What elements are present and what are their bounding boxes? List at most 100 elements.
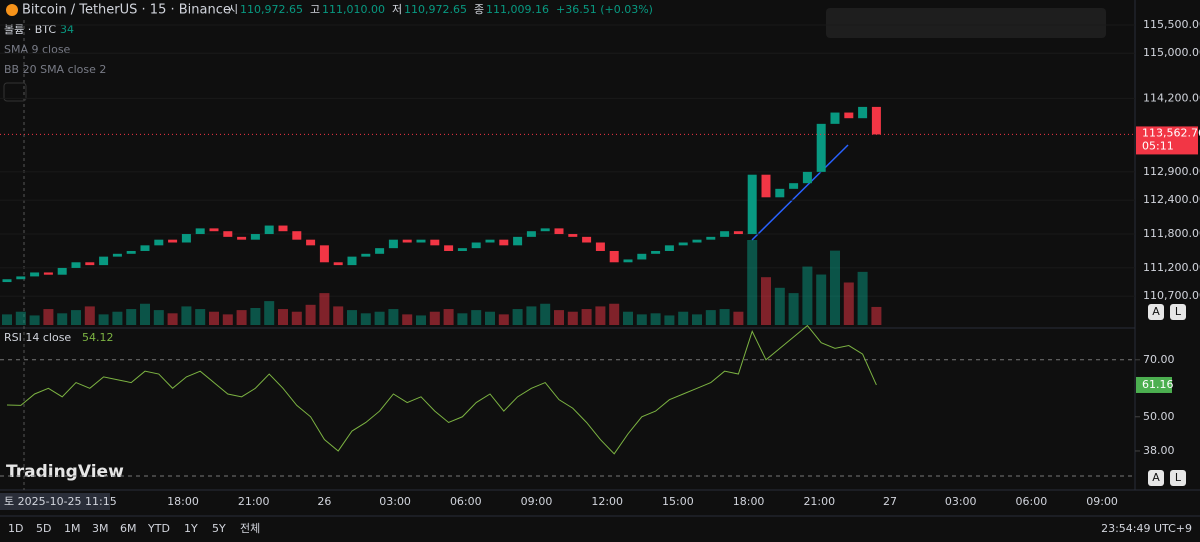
rsi-last-box [1136,376,1172,393]
volume-bar [816,274,827,325]
candle [595,242,605,251]
timeframe-button[interactable]: 6M [120,522,137,535]
candle [43,272,53,275]
volume-bar [733,311,744,325]
scale-button-label[interactable]: A [1152,305,1160,318]
timeframe-button[interactable]: YTD [147,522,170,535]
volume-legend: 볼륨 · BTC [4,23,56,36]
candle [154,239,164,246]
candle [582,236,592,243]
collapse-button[interactable] [3,82,27,102]
timeframe-button[interactable]: 5D [36,522,51,535]
y-tick-label: 111,800.00 [1143,227,1200,240]
scale-button-label[interactable]: L [1175,471,1182,484]
timeframe-button[interactable]: 1M [64,522,81,535]
volume-bar [209,311,219,325]
volume-bar [609,303,620,325]
volume-bar [747,240,758,325]
candle [637,253,647,260]
candle [416,239,426,243]
volume-bar [567,311,578,325]
candle [720,231,730,237]
candle [499,239,509,246]
crosshair-time-box [0,493,110,510]
volume-bar [857,271,868,325]
volume-bar [57,313,68,325]
candle [554,228,564,235]
volume-bar [540,303,551,325]
ohlc-value: 110,972.65 [404,3,467,16]
candle [457,248,467,251]
candle [306,239,316,246]
volume-bar [222,314,233,325]
volume-bar [84,306,95,325]
volume-bar [788,293,799,325]
scale-button-label[interactable]: L [1175,305,1182,318]
scale-button[interactable] [1148,470,1164,486]
volume-bar [429,311,440,325]
rsi-tick-label: 38.00 [1143,444,1175,457]
volume-bar [595,306,606,325]
trend-line[interactable] [751,144,849,241]
timeframe-button[interactable]: 1Y [184,522,198,535]
volume-bar [678,311,689,325]
timeframe-button[interactable]: 3M [92,522,109,535]
volume-bar [526,306,537,325]
x-tick-label: 26 [317,495,331,508]
rsi-last-label: 61.16 [1142,378,1174,391]
candle [71,262,81,268]
candle [858,106,868,119]
y-tick-label: 114,200.00 [1143,91,1200,104]
timeframe-button[interactable]: 5Y [212,522,226,535]
ohlc-key: 고 [310,3,320,16]
candle [692,239,702,243]
rsi-line [6,324,877,455]
ohlc-value: 111,009.16 [486,3,549,16]
scale-button[interactable] [1148,304,1164,320]
candle [250,234,260,240]
drawing-toolbar[interactable] [826,8,1106,38]
candle [402,239,412,243]
x-tick-label: 21:00 [803,495,835,508]
volume-bar [554,310,564,325]
volume-bar [140,303,150,325]
volume-bar [843,282,854,325]
volume-bar [830,250,840,325]
y-tick-label: 112,400.00 [1143,193,1200,206]
x-tick-label: 15:00 [662,495,694,508]
scale-button[interactable] [1170,304,1186,320]
ohlc-key: 저 [392,3,402,16]
volume-bar [692,314,702,325]
volume-bar [15,311,26,325]
last-price-box [1136,126,1198,155]
volume-bar [719,309,730,325]
candle [540,228,550,232]
x-tick-label: 12:00 [591,495,623,508]
countdown: 05:11 [1142,139,1174,152]
volume-legend-value: 34 [60,23,74,36]
candle [444,245,454,251]
candle [195,228,205,235]
volume-bar [374,311,385,325]
indicator-legend: SMA 9 close [4,43,71,56]
candle [816,123,826,172]
candle [526,231,536,237]
candle [99,256,109,266]
candle [333,262,343,266]
scale-button[interactable] [1170,470,1186,486]
timeframe-button[interactable]: 전체 [240,522,260,535]
change: +36.51 (+0.03%) [556,3,653,16]
volume-bar [774,287,785,325]
volume-bar [278,309,288,325]
candle [609,250,619,263]
scale-button-label[interactable]: A [1152,471,1160,484]
candle [16,276,26,280]
timeframe-button[interactable]: 1D [8,522,23,535]
volume-bar [443,309,454,325]
volume-bar [623,311,633,325]
candle [471,242,481,249]
volume-bar [305,304,316,325]
candle [126,250,136,254]
